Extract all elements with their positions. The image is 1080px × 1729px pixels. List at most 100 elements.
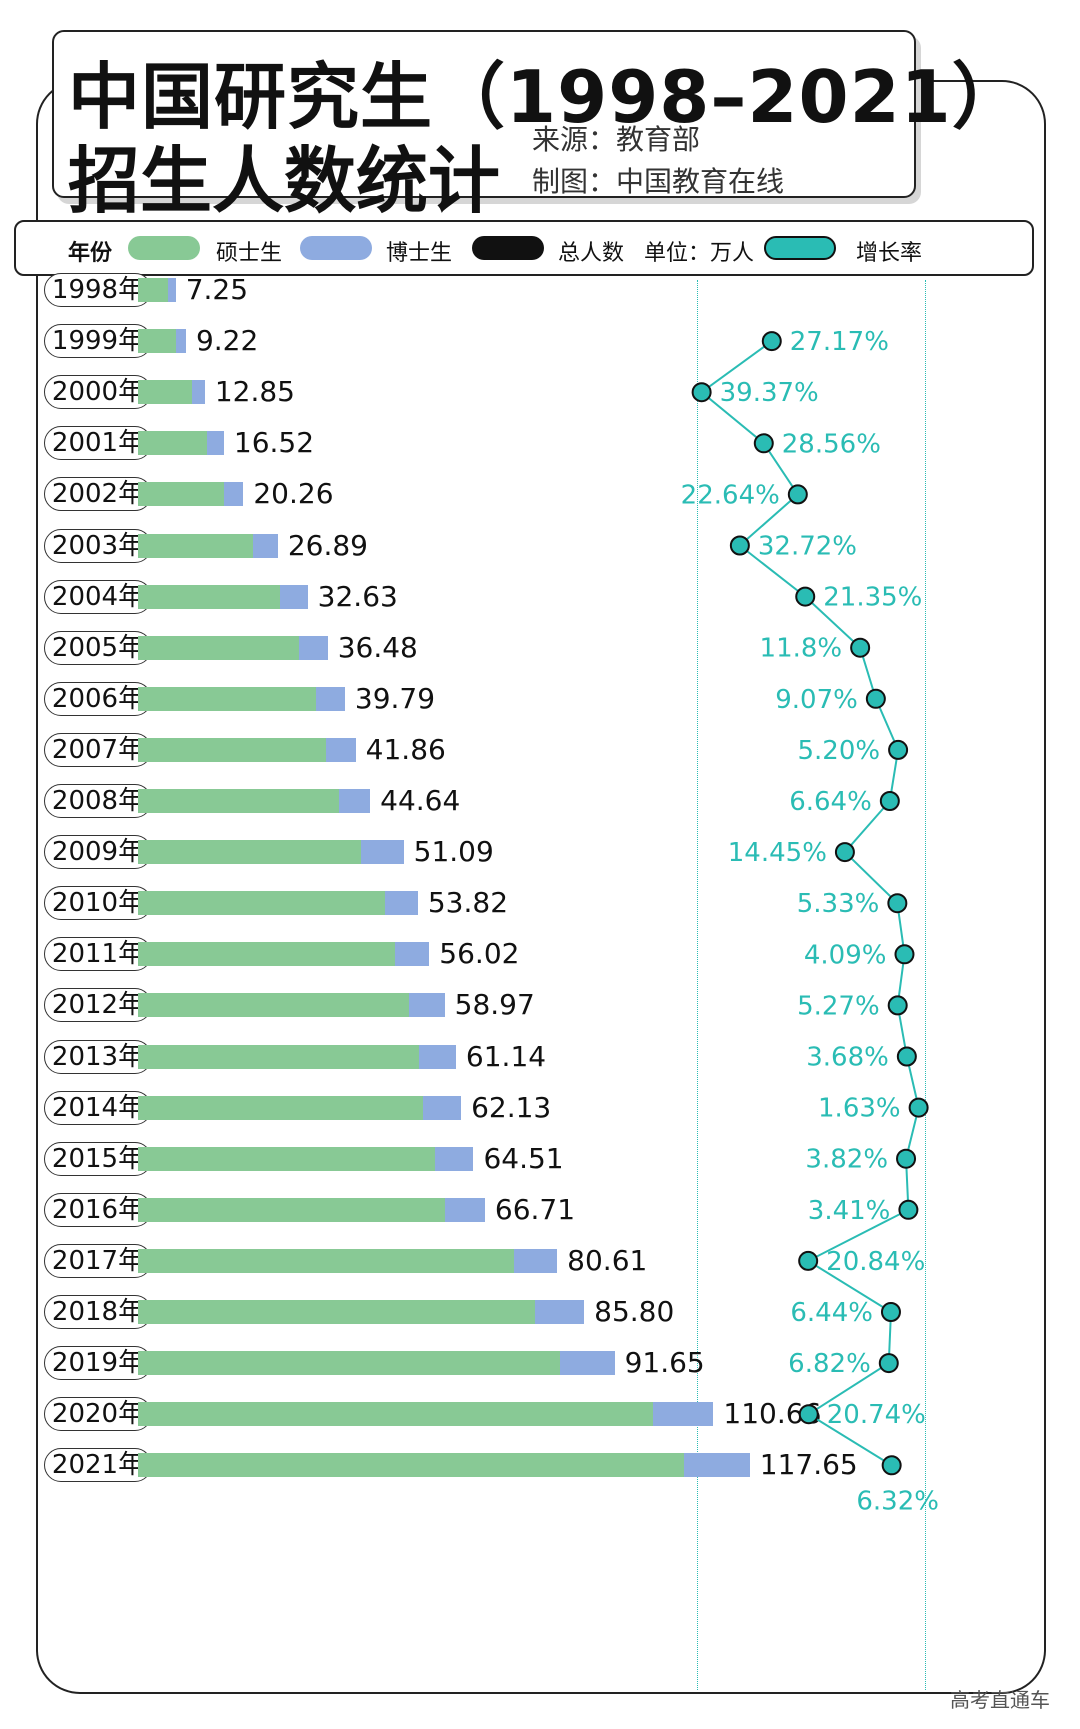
total-label: 80.61 (567, 1243, 648, 1277)
year-label: 2018年 (44, 1295, 152, 1329)
year-label: 2020年 (44, 1397, 152, 1432)
master-bar (138, 482, 224, 507)
doctor-bar (559, 1351, 615, 1376)
total-label: 61.14 (465, 1039, 547, 1073)
total-label: 20.26 (253, 477, 334, 511)
growth-label: 3.68% (806, 1043, 889, 1073)
growth-point (798, 1404, 819, 1425)
year-label: 2002年 (44, 477, 152, 512)
legend-doctor-swatch (300, 236, 372, 260)
total-label: 36.48 (337, 630, 418, 664)
master-bar (138, 533, 253, 558)
total-label: 39.79 (354, 681, 436, 715)
doctor-bar (409, 993, 445, 1018)
growth-point (795, 586, 816, 607)
year-label: 2010年 (44, 886, 152, 921)
growth-point (898, 1199, 919, 1220)
doctor-bar (534, 1300, 585, 1324)
master-bar (138, 1402, 654, 1427)
growth-point (834, 842, 855, 863)
growth-point (879, 791, 900, 811)
growth-guide-left (697, 280, 698, 1690)
year-label: 2005年 (44, 630, 152, 665)
legend-doctor: 博士生 (386, 241, 453, 266)
total-label: 91.65 (624, 1346, 705, 1380)
total-label: 51.09 (413, 835, 494, 869)
growth-point (881, 1455, 902, 1476)
doctor-bar (395, 942, 430, 967)
master-bar (138, 431, 207, 456)
master-bar (138, 840, 362, 865)
year-label: 2012年 (44, 988, 152, 1023)
total-label: 117.65 (759, 1448, 858, 1482)
doctor-bar (223, 482, 244, 507)
growth-label: 28.56% (782, 429, 881, 459)
master-bar (138, 1300, 535, 1324)
year-label: 2013年 (44, 1039, 152, 1074)
doctor-bar (339, 789, 371, 813)
master-bar (138, 891, 385, 916)
master-bar (138, 1351, 560, 1376)
legend-master: 硕士生 (216, 241, 283, 266)
total-label: 85.80 (594, 1295, 675, 1328)
master-bar (138, 993, 410, 1018)
doctor-bar (684, 1453, 750, 1478)
growth-point (887, 893, 908, 914)
growth-label: 22.64% (681, 480, 780, 510)
master-bar (138, 789, 340, 813)
growth-label: 5.33% (797, 889, 880, 919)
growth-point (894, 944, 915, 965)
chart-title-line2: 招生人数统计 (68, 139, 501, 223)
title-box: 中国研究生（1998–2021） 招生人数统计 来源：教育部 制图：中国教育在线 (52, 30, 1024, 223)
year-label: 1998年 (44, 273, 152, 307)
growth-label: 6.82% (788, 1349, 871, 1379)
growth-label: 5.20% (797, 736, 880, 766)
growth-label: 9.07% (775, 685, 858, 715)
year-label: 2021年 (44, 1448, 152, 1483)
legend-unit: 单位：万人 (644, 241, 755, 266)
chart-title-line1: 中国研究生（1998–2021） (68, 55, 1025, 139)
growth-point (887, 995, 908, 1016)
growth-label: 5.27% (797, 991, 880, 1021)
growth-label: 6.64% (789, 787, 872, 817)
doctor-bar (191, 380, 205, 405)
maker-note: 制图：中国教育在线 (532, 165, 785, 198)
year-label: 2016年 (44, 1192, 152, 1227)
doctor-bar (315, 686, 345, 711)
growth-point (787, 484, 808, 505)
total-label: 56.02 (439, 937, 520, 971)
legend-growth-swatch (764, 236, 836, 260)
master-bar (138, 686, 316, 711)
growth-point (753, 433, 774, 454)
total-label: 41.86 (365, 732, 446, 766)
year-label: 2019年 (44, 1346, 152, 1381)
master-bar (138, 1044, 420, 1069)
year-label: 2007年 (44, 732, 152, 767)
doctor-bar (279, 584, 308, 609)
master-bar (138, 380, 192, 405)
master-bar (138, 942, 396, 967)
growth-point (888, 739, 909, 760)
total-label: 32.63 (317, 579, 398, 613)
total-label: 62.13 (471, 1090, 552, 1124)
growth-point (761, 331, 782, 352)
master-bar (138, 1453, 685, 1478)
total-label: 64.51 (483, 1141, 564, 1175)
growth-label: 6.32% (856, 1486, 939, 1516)
total-label: 9.22 (195, 324, 259, 358)
doctor-bar (175, 329, 186, 354)
master-bar (138, 1095, 424, 1120)
growth-guide-right (925, 280, 926, 1690)
doctor-bar (513, 1248, 558, 1273)
growth-point (896, 1148, 917, 1169)
total-label: 53.82 (427, 886, 509, 920)
total-label: 44.64 (380, 784, 461, 817)
growth-point (729, 535, 750, 556)
master-bar (138, 1146, 435, 1171)
legend-master-swatch (128, 236, 200, 260)
growth-point (865, 688, 886, 709)
doctor-bar (325, 737, 356, 762)
growth-point (691, 382, 712, 403)
growth-label: 20.84% (826, 1247, 925, 1277)
